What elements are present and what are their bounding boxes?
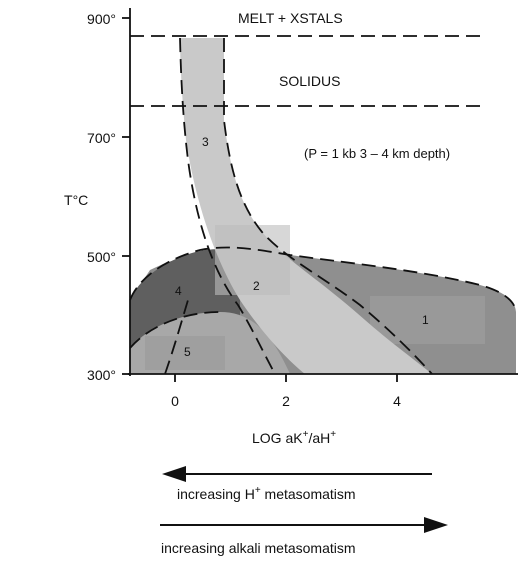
y-tick-label-700: 700° — [87, 130, 116, 146]
region-label-1: 1 — [422, 313, 429, 327]
band-shade — [215, 225, 290, 295]
region-1-boundary — [129, 246, 517, 313]
region-5-shade — [145, 336, 225, 370]
x-axis-label: LOG aK+/aH+ — [252, 429, 336, 446]
y-axis-label-unit: °C — [73, 192, 89, 208]
region-label-5: 5 — [184, 345, 191, 359]
x-axis-label-sup2: + — [330, 429, 336, 440]
y-tick-label-900: 900° — [87, 11, 116, 27]
region-1-shade — [370, 296, 485, 344]
solidus-label: SOLIDUS — [279, 73, 340, 89]
alkali-arrow-head-icon — [424, 517, 448, 533]
y-tick-label-500: 500° — [87, 249, 116, 265]
band-right-boundary — [223, 38, 433, 375]
h-metasomatism-tail: metasomatism — [261, 486, 356, 502]
band-left-boundary — [179, 37, 276, 375]
x-axis-label-sup1: + — [303, 429, 309, 440]
band-lower-boundary — [164, 299, 189, 375]
y-axis-label: T°C — [64, 192, 88, 208]
h-arrow-head-icon — [162, 466, 186, 482]
x-tick-label-4: 4 — [393, 393, 401, 409]
region-label-4: 4 — [175, 284, 182, 298]
h-metasomatism-label: increasing H+ metasomatism — [177, 485, 356, 502]
x-tick-label-0: 0 — [171, 393, 179, 409]
x-axis-label-mid: /aH — [308, 430, 330, 446]
pressure-label: (P = 1 kb 3 – 4 km depth) — [304, 146, 450, 161]
region-5-boundary — [129, 311, 221, 349]
alkali-metasomatism-label: increasing alkali metasomatism — [161, 540, 356, 556]
h-metasomatism-main: increasing H — [177, 486, 255, 502]
melt-label: MELT + XSTALS — [238, 10, 343, 26]
region-label-2: 2 — [253, 279, 260, 293]
x-axis-label-main: LOG aK — [252, 430, 303, 446]
boundary-lines — [129, 35, 517, 375]
region-label-3: 3 — [202, 135, 209, 149]
x-tick-label-2: 2 — [282, 393, 290, 409]
y-axis-label-main: T — [64, 192, 73, 208]
h-metasomatism-sup: + — [255, 485, 261, 496]
y-tick-label-300: 300° — [87, 367, 116, 383]
